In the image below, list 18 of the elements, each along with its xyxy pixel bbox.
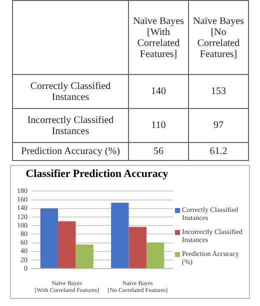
bar: [111, 202, 129, 268]
data-label: 61.2: [188, 142, 248, 160]
data-label: 140: [128, 74, 188, 108]
y-tick-label: Correctly Classified Instances: [12, 74, 128, 108]
chart-title: Classifier Prediction Accuracy: [24, 168, 170, 180]
data-label: 153: [188, 74, 248, 108]
bar: [146, 242, 164, 268]
bar: [40, 208, 58, 268]
bar: [128, 226, 146, 268]
bar: [76, 244, 94, 268]
y-tick-label: Prediction Accuracy (%): [12, 142, 128, 160]
x-tick-label: Naïve Bayes [No Correlated Features]: [188, 0, 248, 74]
data-label: 110: [128, 108, 188, 142]
data-label: 97: [188, 108, 248, 142]
data-label: 56: [128, 142, 188, 160]
x-tick-label: Naïve Bayes [With Correlated Features]: [128, 0, 188, 74]
y-tick-label: Incorrectly Classified Instances: [12, 108, 128, 142]
bar: [58, 221, 76, 268]
